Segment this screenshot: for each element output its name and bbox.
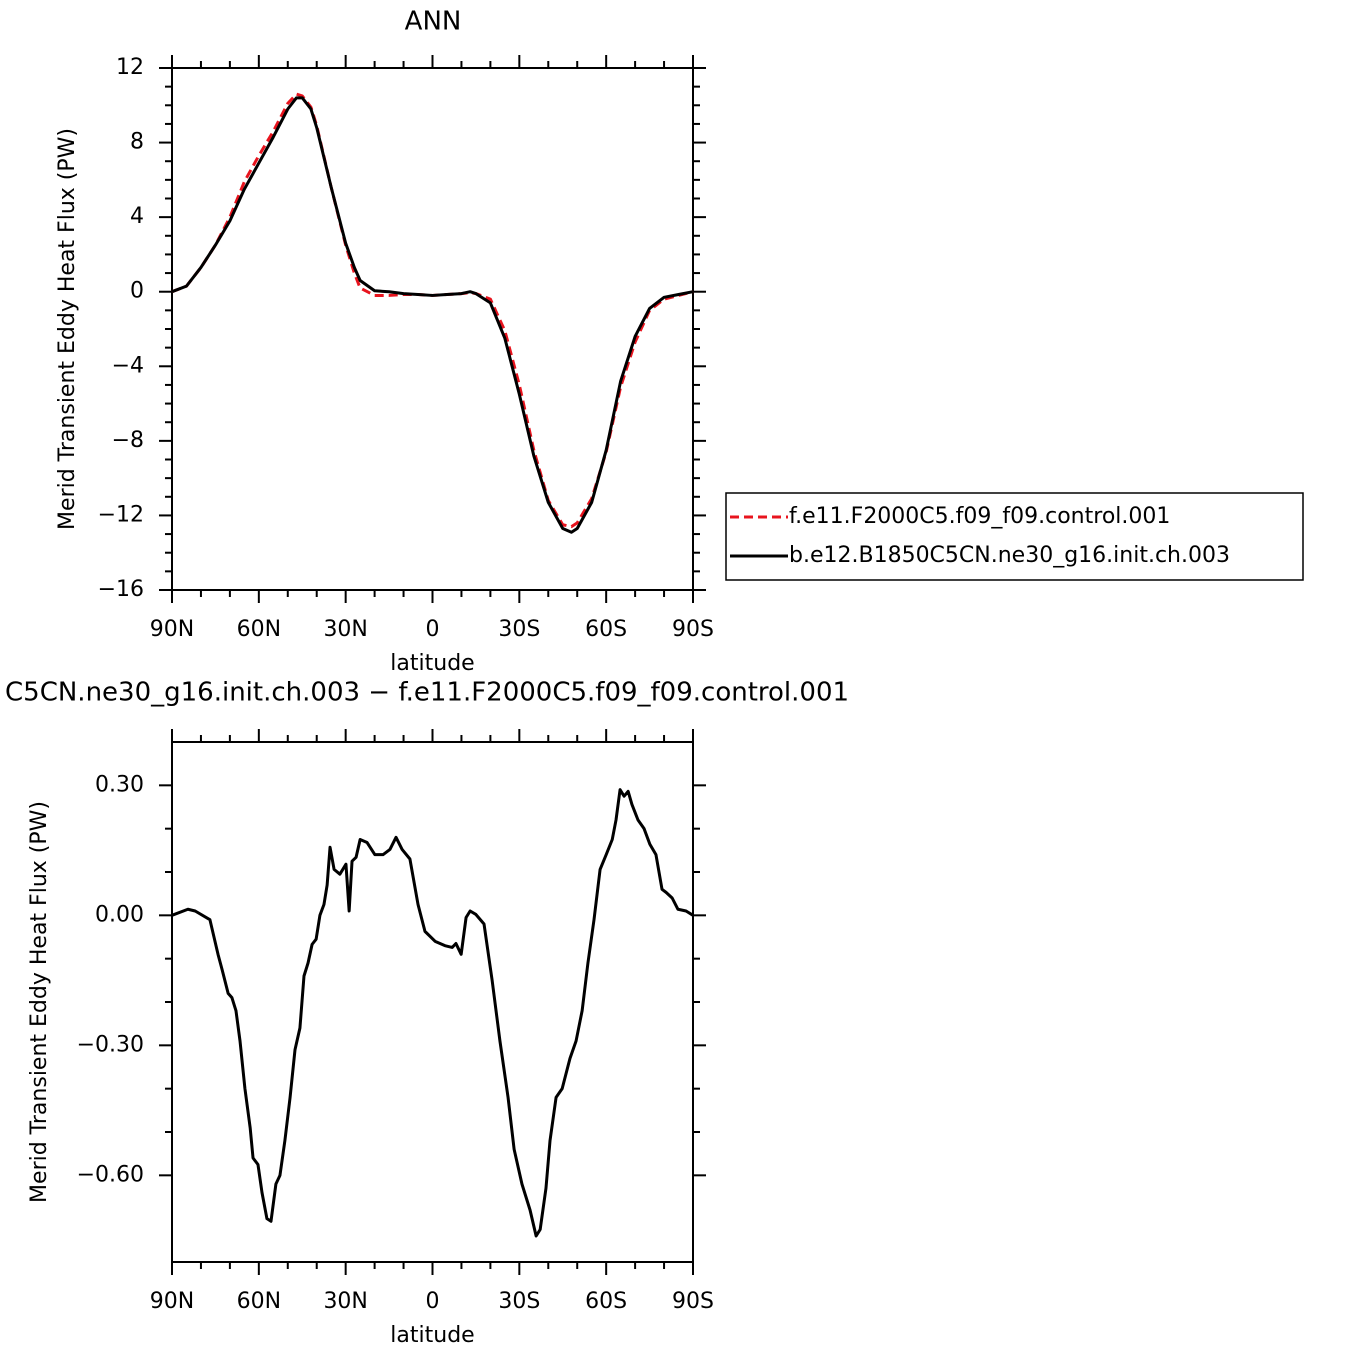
x-tick-label: 0 <box>426 617 440 642</box>
legend-label: b.e12.B1850C5CN.ne30_g16.init.ch.003 <box>789 543 1230 568</box>
x-tick-label: 60S <box>585 617 627 642</box>
x-tick-label: 30S <box>498 1289 540 1314</box>
y-tick-label: −4 <box>112 353 144 378</box>
x-axis-title: latitude <box>390 651 474 676</box>
y-tick-label: 4 <box>130 204 144 229</box>
legend-label: f.e11.F2000C5.f09_f09.control.001 <box>789 504 1170 529</box>
x-tick-label: 30N <box>323 617 367 642</box>
y-tick-label: 8 <box>130 130 144 155</box>
x-tick-label: 60N <box>237 617 281 642</box>
legend-box <box>725 492 1304 581</box>
x-tick-label: 90S <box>672 617 714 642</box>
y-tick-label: 0 <box>130 279 144 304</box>
y-axis-title: Merid Transient Eddy Heat Flux (PW) <box>55 128 80 530</box>
chart-title: C5CN.ne30_g16.init.ch.003 − f.e11.F2000C… <box>5 678 849 708</box>
y-tick-label: 12 <box>116 55 144 80</box>
y-tick-label: −0.30 <box>77 1032 144 1057</box>
series-line <box>171 96 694 534</box>
y-tick-label: −8 <box>112 428 144 453</box>
y-tick-label: −16 <box>98 577 144 602</box>
x-tick-label: 0 <box>426 1289 440 1314</box>
x-tick-label: 90S <box>672 1289 714 1314</box>
y-tick-label: −12 <box>98 502 144 527</box>
plot-frame <box>171 741 694 1263</box>
x-tick-label: 60S <box>585 1289 627 1314</box>
x-tick-label: 30N <box>323 1289 367 1314</box>
x-tick-label: 60N <box>237 1289 281 1314</box>
x-tick-label: 90N <box>150 1289 194 1314</box>
x-tick-label: 90N <box>150 617 194 642</box>
y-axis-title: Merid Transient Eddy Heat Flux (PW) <box>27 801 52 1203</box>
x-axis-title: latitude <box>390 1323 474 1348</box>
series-line <box>171 92 694 529</box>
x-tick-label: 30S <box>498 617 540 642</box>
chart-title: ANN <box>405 7 462 37</box>
y-tick-label: 0.30 <box>95 772 144 797</box>
plot-frame <box>171 67 694 591</box>
y-tick-label: −0.60 <box>77 1162 144 1187</box>
y-tick-label: 0.00 <box>95 902 144 927</box>
series-line <box>171 788 694 1238</box>
